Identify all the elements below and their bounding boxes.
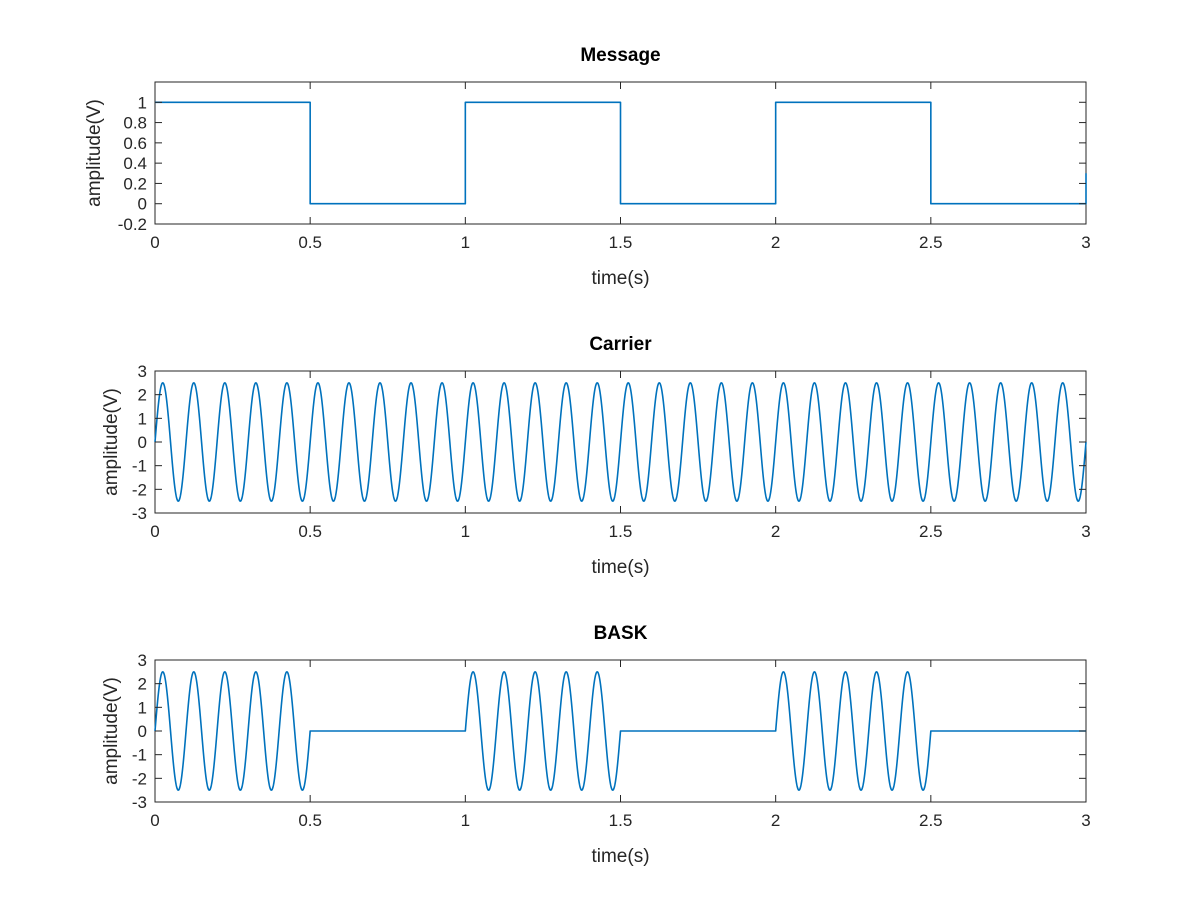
subplot-bask: 0 0.5 1 1.5 2 2.5 3 -3 -2 -1 0 1 2 3 BASK time(s) amplit…	[101, 623, 1091, 867]
x-axis-label: time(s)	[591, 557, 649, 578]
series-line	[154, 671, 1087, 791]
chart-title: Message	[580, 45, 660, 66]
y-tick-label: 0.8	[123, 114, 147, 133]
y-tick-label: -1	[132, 457, 147, 476]
x-tick-label: 2.5	[919, 233, 943, 252]
x-tick-label: 0.5	[298, 522, 322, 541]
y-tick-label: 0	[138, 195, 147, 214]
y-tick-label: 0	[138, 433, 147, 452]
subplot-carrier: 0 0.5 1 1.5 2 2.5 3 -3 -2 -1 0 1 2 3 Carrier time(s) amp…	[101, 334, 1091, 578]
x-tick-label: 3	[1081, 811, 1090, 830]
y-tick-label: 1	[138, 698, 147, 717]
x-axis-label: time(s)	[591, 846, 649, 867]
y-tick-label: 1	[138, 409, 147, 428]
y-axis-label: amplitude(V)	[101, 677, 122, 785]
subplot-message: 0 0.5 1 1.5 2 2.5 3 -0.20 0.20.40.60.8 1 Message ti…	[84, 45, 1091, 289]
y-tick-label: 3	[138, 362, 147, 381]
x-tick-label: 1.5	[609, 233, 633, 252]
x-tick-label: 0.5	[298, 811, 322, 830]
chart-title: Carrier	[589, 334, 652, 355]
y-tick-label: 1	[138, 93, 147, 112]
x-tick-label: 1	[461, 233, 470, 252]
x-tick-label: 0.5	[298, 233, 322, 252]
x-tick-label: 2	[771, 522, 780, 541]
y-tick-label: -2	[132, 769, 147, 788]
x-tick-label: 2	[771, 233, 780, 252]
x-tick-label: 1.5	[609, 522, 633, 541]
x-tick-label: 2	[771, 811, 780, 830]
y-tick-label: -2	[132, 480, 147, 499]
y-tick-label: 2	[138, 386, 147, 405]
chart-title: BASK	[594, 623, 648, 644]
y-axis-label: amplitude(V)	[101, 388, 122, 496]
y-tick-label: 2	[138, 675, 147, 694]
x-tick-label: 0	[150, 811, 159, 830]
x-tick-label: 3	[1081, 233, 1090, 252]
y-tick-label: 0.2	[123, 174, 147, 193]
y-tick-label: -3	[132, 793, 147, 812]
x-tick-label: 1	[461, 811, 470, 830]
y-tick-label: -1	[132, 746, 147, 765]
series-line	[154, 382, 1087, 502]
y-tick-label: 0	[138, 722, 147, 741]
x-tick-label: 2.5	[919, 811, 943, 830]
y-axis-label: amplitude(V)	[84, 99, 105, 207]
x-axis-label: time(s)	[591, 268, 649, 289]
y-tick-label: 0.6	[123, 134, 147, 153]
y-tick-label: 0.4	[123, 154, 147, 173]
x-tick-label: 0	[150, 522, 159, 541]
y-tick-label: 3	[138, 651, 147, 670]
x-tick-label: 1.5	[609, 811, 633, 830]
x-tick-label: 1	[461, 522, 470, 541]
y-tick-label: -3	[132, 504, 147, 523]
x-tick-label: 3	[1081, 522, 1090, 541]
x-tick-label: 2.5	[919, 522, 943, 541]
x-tick-label: 0	[150, 233, 159, 252]
series-line	[155, 101, 1087, 205]
y-tick-label: -0.2	[118, 215, 147, 234]
